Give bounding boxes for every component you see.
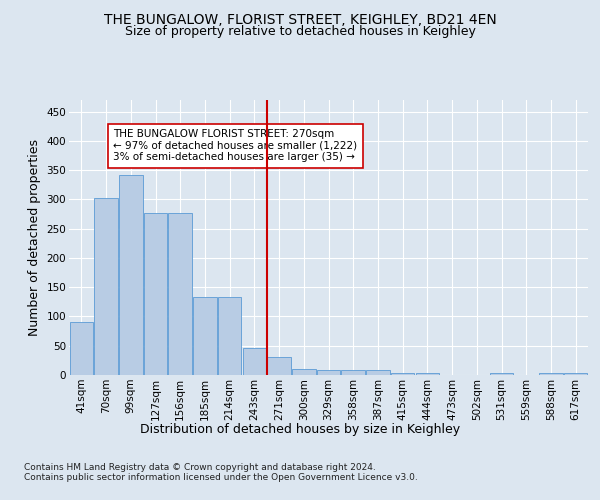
Text: Contains HM Land Registry data © Crown copyright and database right 2024.
Contai: Contains HM Land Registry data © Crown c… xyxy=(24,462,418,482)
Bar xyxy=(218,297,241,375)
Bar xyxy=(341,370,365,375)
Text: Size of property relative to detached houses in Keighley: Size of property relative to detached ho… xyxy=(125,25,475,38)
Bar xyxy=(169,213,192,375)
Bar xyxy=(416,372,439,375)
Bar xyxy=(317,370,340,375)
Bar xyxy=(119,176,143,375)
Y-axis label: Number of detached properties: Number of detached properties xyxy=(28,139,41,336)
Bar xyxy=(539,373,563,375)
Bar xyxy=(144,213,167,375)
Bar xyxy=(70,322,93,375)
Bar xyxy=(242,348,266,375)
Bar xyxy=(94,198,118,375)
Bar xyxy=(391,372,415,375)
Text: THE BUNGALOW, FLORIST STREET, KEIGHLEY, BD21 4EN: THE BUNGALOW, FLORIST STREET, KEIGHLEY, … xyxy=(104,12,496,26)
Text: Distribution of detached houses by size in Keighley: Distribution of detached houses by size … xyxy=(140,422,460,436)
Text: THE BUNGALOW FLORIST STREET: 270sqm
← 97% of detached houses are smaller (1,222): THE BUNGALOW FLORIST STREET: 270sqm ← 97… xyxy=(113,130,358,162)
Bar xyxy=(366,370,389,375)
Bar xyxy=(564,373,587,375)
Bar xyxy=(268,357,291,375)
Bar xyxy=(292,369,316,375)
Bar xyxy=(193,297,217,375)
Bar xyxy=(490,373,513,375)
